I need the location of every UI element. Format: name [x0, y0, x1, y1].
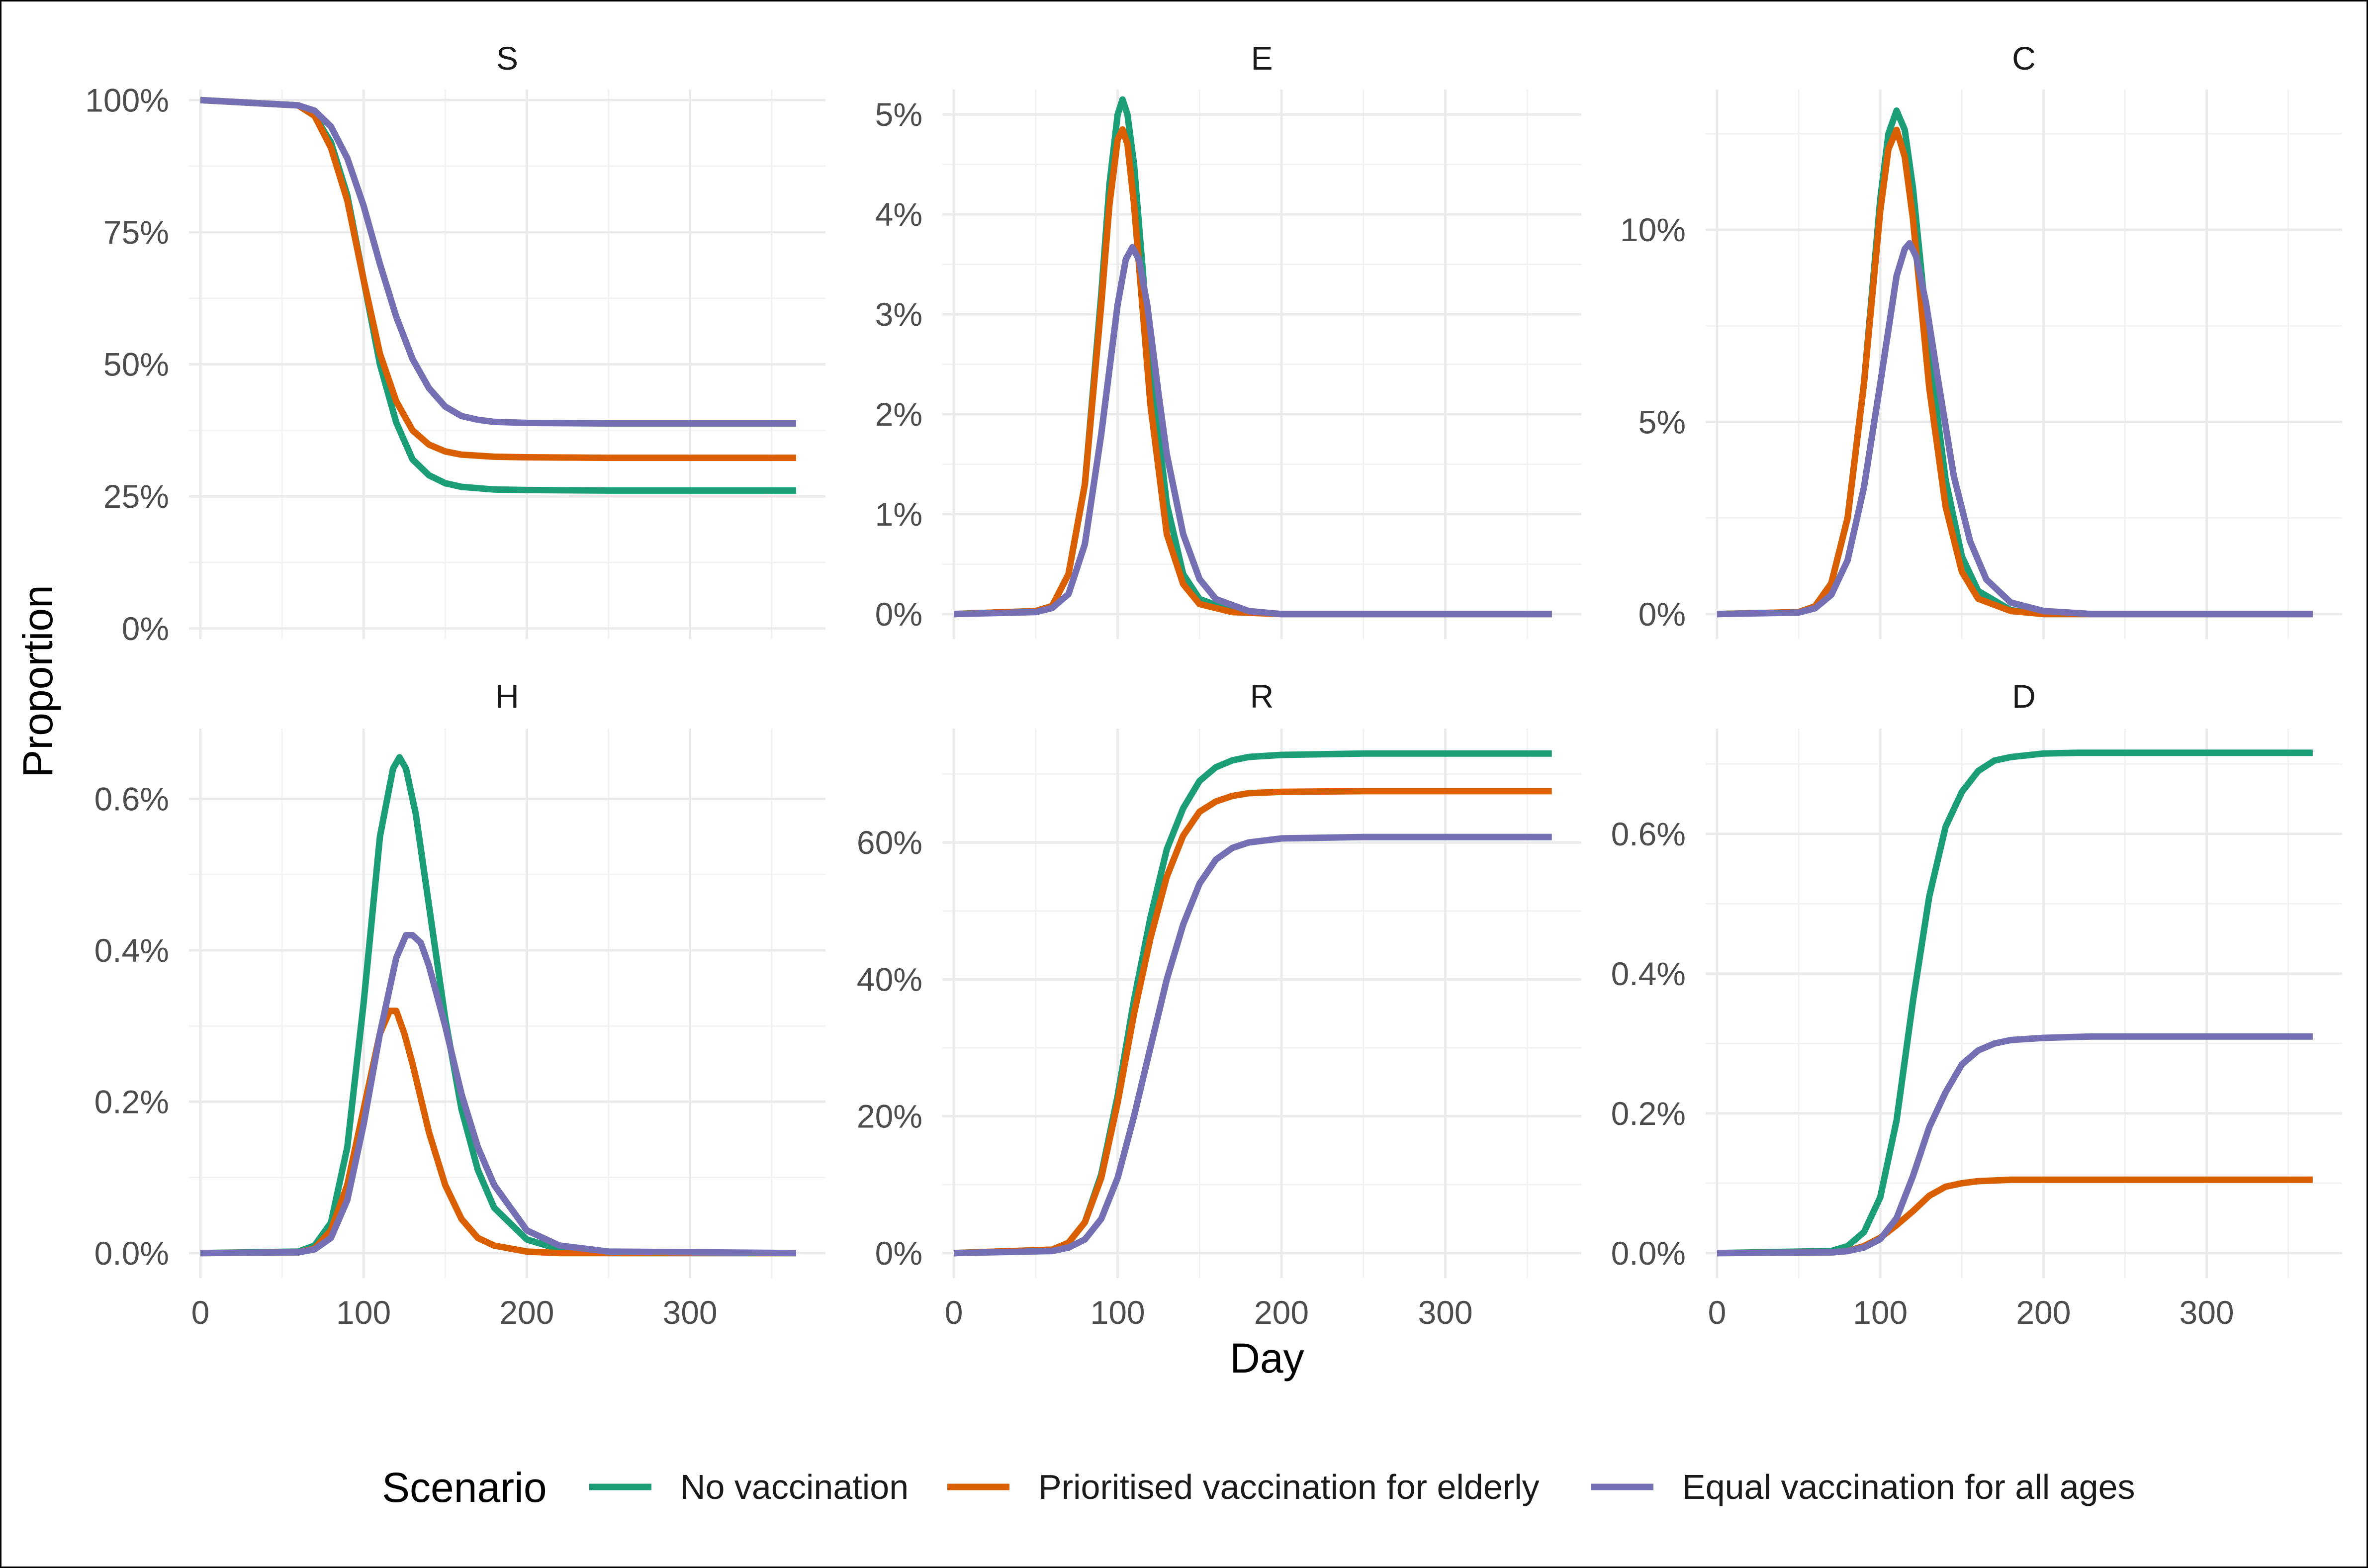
x-tick-label: 200	[2016, 1294, 2071, 1331]
legend-entry-prioritised-vaccination-for-elderly: Prioritised vaccination for elderly	[947, 1468, 1540, 1506]
y-tick-label: 4%	[875, 196, 922, 233]
series-line-no-vaccination	[953, 750, 1552, 1257]
y-tick-label: 0.6%	[1611, 816, 1686, 852]
y-tick-label: 10%	[1620, 211, 1686, 248]
y-tick-label: 0.4%	[1611, 955, 1686, 992]
series-line-no-vaccination	[200, 96, 796, 494]
series-line-prioritised-vaccination-for-elderly	[1717, 126, 2313, 618]
y-tick-label: 0.0%	[1611, 1235, 1686, 1272]
series-line-prioritised-vaccination-for-elderly	[953, 126, 1552, 618]
x-tick-label: 100	[336, 1294, 391, 1331]
x-tick-label: 0	[191, 1294, 210, 1331]
y-tick-label: 0%	[875, 1235, 922, 1272]
series-line-equal-vaccination-for-all-ages	[953, 833, 1552, 1257]
panel-h: H 0.0% 0.2% 0.4% 0.6% 0 100 200 300	[94, 678, 825, 1331]
series-line-equal-vaccination-for-all-ages	[200, 932, 796, 1257]
legend: Scenario No vaccination Prioritised vacci…	[382, 1464, 2135, 1511]
y-tick-label: 50%	[103, 346, 169, 383]
series-line-no-vaccination	[1717, 107, 2313, 618]
legend-label: Prioritised vaccination for elderly	[1038, 1468, 1540, 1506]
x-tick-label: 100	[1090, 1294, 1145, 1331]
y-tick-label: 0%	[122, 610, 169, 647]
series-line-no-vaccination	[1717, 749, 2313, 1257]
y-tick-label: 3%	[875, 296, 922, 333]
y-tick-label: 1%	[875, 496, 922, 533]
x-tick-label: 300	[1418, 1294, 1472, 1331]
series-line-prioritised-vaccination-for-elderly	[200, 96, 796, 461]
series-line-prioritised-vaccination-for-elderly	[953, 788, 1552, 1257]
x-axis-title: Day	[1230, 1335, 1304, 1382]
panel-title: S	[496, 40, 518, 77]
legend-title: Scenario	[382, 1464, 547, 1511]
y-tick-label: 40%	[857, 961, 922, 998]
legend-label: Equal vaccination for all ages	[1682, 1468, 2135, 1506]
panel-title: R	[1250, 678, 1274, 715]
y-tick-label: 100%	[85, 82, 169, 118]
y-tick-label: 0.2%	[1611, 1095, 1686, 1132]
panel-r: R 0% 20% 40% 60% 0 100 200 300	[857, 678, 1581, 1331]
series-line-equal-vaccination-for-all-ages	[1717, 1033, 2313, 1257]
panel-d: D 0.0% 0.2% 0.4% 0.6% 0 100 200 300	[1611, 678, 2342, 1331]
panel-title: E	[1251, 40, 1273, 77]
panel-e: E 0% 1% 2% 3% 4% 5%	[875, 40, 1581, 639]
y-axis-title: Proportion	[14, 585, 61, 778]
x-tick-label: 0	[1708, 1294, 1727, 1331]
x-tick-label: 200	[1254, 1294, 1309, 1331]
x-tick-label: 300	[2180, 1294, 2234, 1331]
panel-c: C 0% 5% 10%	[1620, 40, 2342, 639]
panel-title: D	[2012, 678, 2036, 715]
y-tick-label: 5%	[875, 96, 922, 133]
panel-title: H	[495, 678, 519, 715]
series-line-prioritised-vaccination-for-elderly	[200, 1008, 796, 1257]
series-line-no-vaccination	[200, 754, 796, 1257]
y-tick-label: 25%	[103, 478, 169, 515]
legend-entry-no-vaccination: No vaccination	[589, 1468, 909, 1506]
x-tick-label: 100	[1853, 1294, 1908, 1331]
series-line-prioritised-vaccination-for-elderly	[1717, 1176, 2313, 1257]
y-tick-label: 2%	[875, 396, 922, 433]
y-tick-label: 0%	[1639, 596, 1686, 633]
series-line-equal-vaccination-for-all-ages	[200, 96, 796, 427]
y-tick-label: 0.4%	[94, 932, 169, 969]
x-tick-label: 300	[663, 1294, 718, 1331]
series-line-no-vaccination	[953, 96, 1552, 618]
y-tick-label: 0.6%	[94, 781, 169, 818]
series-line-equal-vaccination-for-all-ages	[953, 244, 1552, 618]
y-tick-label: 60%	[857, 824, 922, 861]
series-line-equal-vaccination-for-all-ages	[1717, 240, 2313, 618]
y-tick-label: 20%	[857, 1098, 922, 1135]
y-tick-label: 75%	[103, 214, 169, 251]
legend-label: No vaccination	[680, 1468, 909, 1506]
x-tick-label: 200	[499, 1294, 554, 1331]
y-tick-label: 0.0%	[94, 1235, 169, 1272]
y-tick-label: 0%	[875, 596, 922, 633]
y-tick-label: 0.2%	[94, 1083, 169, 1120]
panel-s: S 0% 25% 50% 75% 100%	[85, 40, 825, 647]
panel-title: C	[2012, 40, 2036, 77]
y-tick-label: 5%	[1639, 403, 1686, 440]
x-tick-label: 0	[945, 1294, 963, 1331]
legend-entry-equal-vaccination-for-all-ages: Equal vaccination for all ages	[1591, 1468, 2135, 1506]
